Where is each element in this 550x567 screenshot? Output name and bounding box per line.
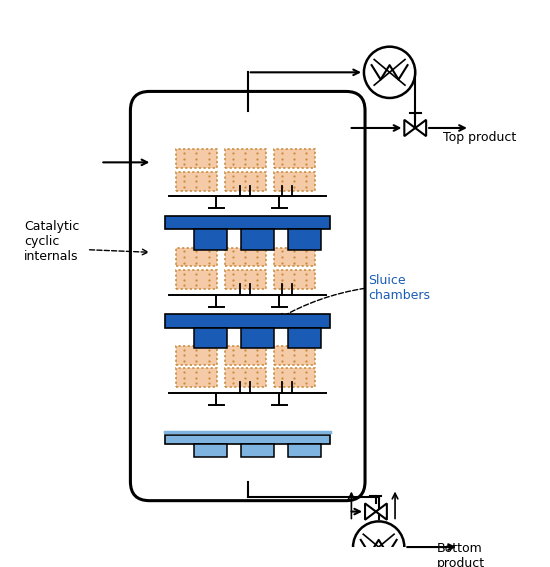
Text: Sluice
chambers: Sluice chambers <box>368 274 430 302</box>
Text: Catalytic
cyclic
internals: Catalytic cyclic internals <box>24 220 79 263</box>
Bar <box>225 248 266 266</box>
Bar <box>225 149 266 168</box>
Bar <box>225 270 266 289</box>
Bar <box>176 248 217 266</box>
Bar <box>273 172 315 191</box>
Bar <box>241 328 274 349</box>
Bar <box>273 346 315 365</box>
Bar <box>273 248 315 266</box>
Bar <box>176 369 217 387</box>
FancyBboxPatch shape <box>130 91 365 501</box>
Bar <box>288 328 321 349</box>
Bar <box>225 172 266 191</box>
Text: Top product: Top product <box>443 131 516 143</box>
Bar <box>176 270 217 289</box>
Bar <box>165 435 330 445</box>
Bar <box>288 445 321 457</box>
Text: Bottom
product: Bottom product <box>437 541 485 567</box>
Bar <box>288 230 321 250</box>
Bar <box>241 230 274 250</box>
Bar <box>225 369 266 387</box>
Bar <box>194 445 227 457</box>
Bar <box>273 270 315 289</box>
Bar <box>241 445 274 457</box>
Bar <box>176 172 217 191</box>
Bar <box>165 216 330 230</box>
Polygon shape <box>376 503 387 520</box>
Bar <box>273 149 315 168</box>
Bar <box>273 369 315 387</box>
Polygon shape <box>365 503 376 520</box>
Bar <box>176 346 217 365</box>
Polygon shape <box>415 120 426 136</box>
Bar <box>194 230 227 250</box>
Bar <box>225 346 266 365</box>
Polygon shape <box>404 120 415 136</box>
Bar <box>194 328 227 349</box>
Bar <box>176 149 217 168</box>
Bar <box>165 314 330 328</box>
